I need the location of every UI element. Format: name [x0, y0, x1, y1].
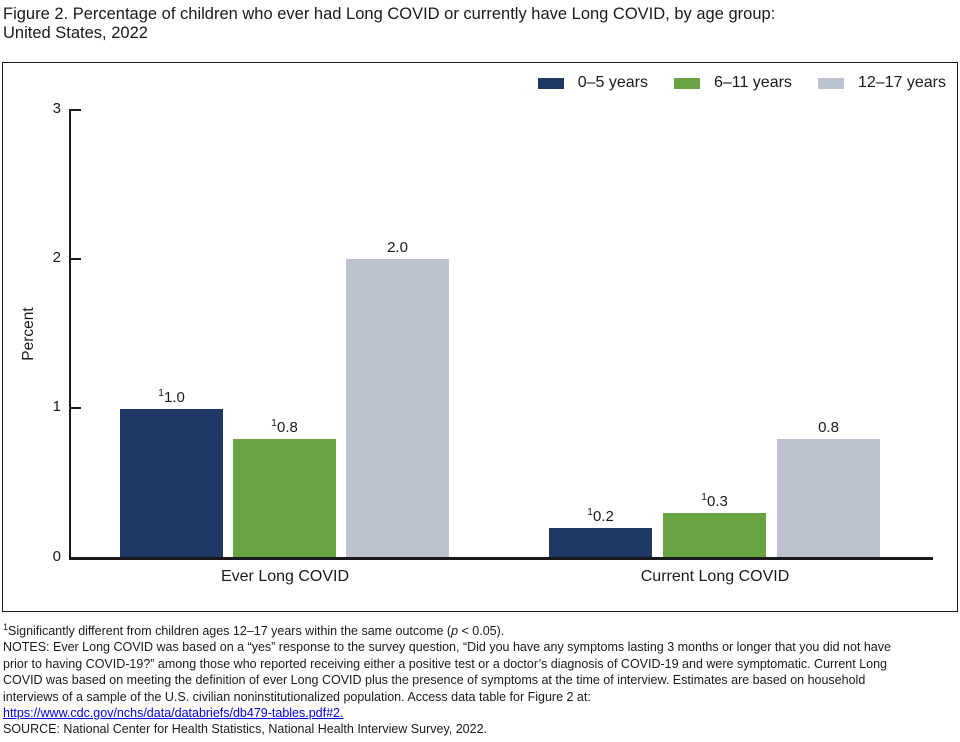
footnote-significance: 1Significantly different from children a… [3, 621, 505, 638]
bar-current-12-17: 0.8 [777, 419, 880, 558]
bar-value-label: 0.8 [818, 418, 839, 436]
bar-ever-12-17: 2.0 [346, 239, 449, 558]
chart-frame: 0–5 years 6–11 years 12–17 years Percent… [2, 62, 958, 612]
footnote-notes-line: NOTES: Ever Long COVID was based on a “y… [3, 640, 891, 655]
x-category-label-current: Current Long COVID [640, 568, 790, 585]
bar-value-label: 10.3 [701, 491, 728, 511]
legend-swatch-12-17 [817, 77, 844, 89]
y-tick-label-1: 1 [52, 398, 61, 415]
x-axis-line [69, 557, 933, 560]
legend-label-6-11: 6–11 years [713, 74, 792, 91]
bar-current-0-5: 10.2 [549, 507, 652, 558]
bar-ever-0-5: 11.0 [120, 387, 223, 558]
figure-title-line1: Figure 2. Percentage of children who eve… [3, 5, 776, 23]
legend-item-0-5: 0–5 years [537, 74, 648, 92]
plot-area: 0–5 years 6–11 years 12–17 years Percent… [3, 63, 957, 611]
x-category-label-ever: Ever Long COVID [220, 568, 350, 585]
legend-label-0-5: 0–5 years [577, 74, 648, 91]
bar-ever-6-11: 10.8 [233, 417, 336, 558]
figure-title-line2: United States, 2022 [3, 24, 148, 42]
bar-value-label: 10.8 [271, 416, 298, 436]
y-tick-label-0: 0 [52, 548, 61, 565]
bar-current-6-11: 10.3 [663, 492, 766, 558]
legend-item-12-17: 12–17 years [817, 74, 946, 92]
y-tick-2 [71, 258, 81, 260]
footnote-notes-line: prior to having COVID-19?” among those w… [3, 656, 888, 671]
legend-swatch-0-5 [537, 77, 564, 89]
y-tick-3 [71, 109, 81, 111]
bar-value-label: 10.2 [587, 506, 614, 526]
legend-label-12-17: 12–17 years [857, 74, 946, 91]
footnote-source: SOURCE: National Center for Health Stati… [3, 722, 488, 737]
legend-swatch-6-11 [673, 77, 700, 89]
y-axis-line [69, 109, 71, 560]
legend: 0–5 years 6–11 years 12–17 years [537, 74, 946, 92]
bar-value-label: 2.0 [387, 239, 408, 257]
y-tick-1 [71, 407, 81, 409]
legend-item-6-11: 6–11 years [673, 74, 792, 92]
figure-title: Figure 2. Percentage of children who eve… [3, 5, 775, 43]
footnote-notes-line: interviews of a sample of the U.S. civil… [3, 689, 591, 704]
y-axis-title: Percent [20, 307, 37, 361]
y-tick-label-3: 3 [52, 100, 61, 117]
footnote-link[interactable]: https://www.cdc.gov/nchs/data/databriefs… [3, 706, 344, 721]
y-tick-label-2: 2 [52, 249, 61, 266]
footnote-notes-line: COVID was based on meeting the definitio… [3, 673, 866, 688]
footnotes: 1Significantly different from children a… [3, 621, 957, 738]
bar-value-label: 11.0 [158, 386, 185, 406]
